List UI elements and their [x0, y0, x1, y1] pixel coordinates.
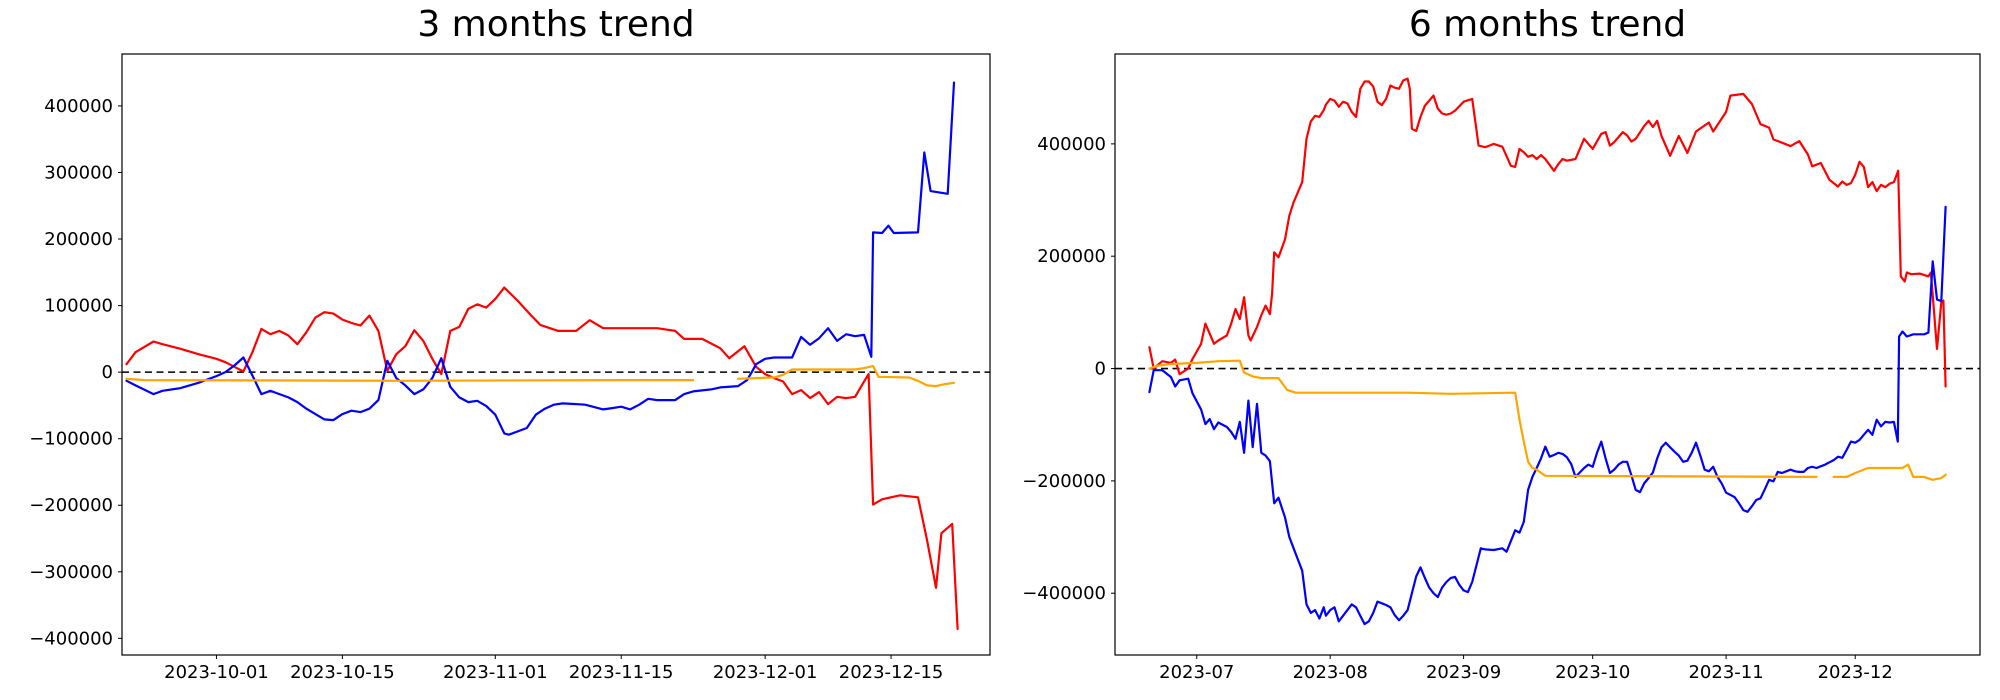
- x-tick-label: 2023-10-15: [290, 662, 395, 683]
- red-series-line: [125, 286, 959, 631]
- orange-series-line: [125, 365, 956, 388]
- y-tick-label: 300000: [44, 162, 113, 183]
- y-tick-label: 200000: [44, 229, 113, 250]
- x-tick-label: 2023-12-01: [713, 662, 818, 683]
- plot-border: [121, 53, 991, 656]
- plot-border: [1114, 53, 1981, 656]
- y-tick-label: −100000: [29, 429, 113, 450]
- x-tick-label: 2023-12: [1818, 662, 1893, 683]
- orange-series-line: [1148, 359, 1947, 481]
- y-tick-label: 200000: [1037, 246, 1106, 267]
- x-tick-label: 2023-07: [1159, 662, 1234, 683]
- y-tick-label: −300000: [29, 562, 113, 583]
- blue-series-line: [125, 81, 956, 436]
- x-tick-label: 2023-10: [1555, 662, 1630, 683]
- x-tick-label: 2023-11-01: [443, 662, 548, 683]
- y-tick-label: 100000: [44, 296, 113, 317]
- blue-series-line: [1148, 205, 1947, 626]
- chart-title-6-months: 6 months trend: [1408, 4, 1687, 45]
- x-tick-label: 2023-11: [1688, 662, 1763, 683]
- y-tick-label: 0: [1095, 359, 1106, 380]
- red-series-line: [1148, 77, 1947, 388]
- y-tick-label: 0: [102, 362, 113, 383]
- x-tick-label: 2023-12-15: [839, 662, 944, 683]
- y-tick-label: −400000: [1022, 583, 1106, 604]
- chart-title-3-months: 3 months trend: [417, 4, 695, 45]
- y-tick-label: 400000: [1037, 134, 1106, 155]
- x-tick-label: 2023-10-01: [164, 662, 269, 683]
- y-tick-label: −400000: [29, 628, 113, 649]
- x-tick-label: 2023-08: [1293, 662, 1368, 683]
- x-tick-label: 2023-09: [1426, 662, 1501, 683]
- y-tick-label: 400000: [44, 96, 113, 117]
- y-tick-label: −200000: [1022, 471, 1106, 492]
- x-tick-label: 2023-11-15: [569, 662, 674, 683]
- y-tick-label: −200000: [29, 495, 113, 516]
